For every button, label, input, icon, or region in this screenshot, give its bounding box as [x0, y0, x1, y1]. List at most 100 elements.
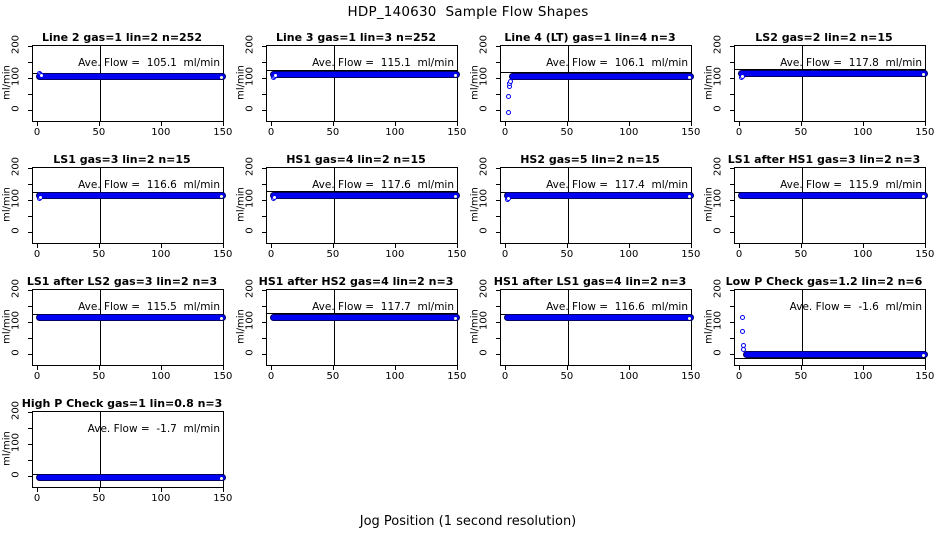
x-tick	[394, 244, 396, 248]
y-tick	[262, 200, 266, 201]
x-tick-label: 150	[213, 127, 233, 138]
x-tick	[160, 488, 162, 492]
y-tick-label: 0	[244, 227, 256, 234]
x-tick	[98, 366, 100, 370]
y-tick-label: 200	[10, 400, 22, 421]
y-tick-label: 100	[712, 66, 724, 87]
y-tick	[28, 200, 32, 201]
x-tick-label: 50	[794, 127, 808, 138]
y-tick	[496, 232, 500, 234]
x-tick	[98, 488, 100, 492]
vertical-reference-line	[801, 290, 803, 365]
band-end-point	[454, 194, 457, 198]
band-end-point	[922, 195, 925, 199]
data-point-band	[504, 192, 694, 200]
x-tick	[739, 122, 740, 126]
band-end-point	[220, 76, 223, 80]
y-tick-label: 200	[478, 156, 490, 177]
y-tick-label: 100	[10, 66, 22, 87]
data-point	[508, 78, 514, 84]
average-flow-annotation: Ave. Flow = 105.1 ml/min	[78, 57, 220, 69]
data-point-band	[738, 192, 928, 200]
average-flow-annotation: Ave. Flow = -1.6 ml/min	[789, 301, 922, 313]
x-tick-label: 100	[619, 371, 639, 382]
y-tick-label: 200	[712, 156, 724, 177]
average-flow-annotation: Ave. Flow = 117.6 ml/min	[312, 179, 454, 191]
y-tick	[28, 412, 32, 413]
vertical-reference-line	[801, 46, 803, 121]
data-point-band	[36, 474, 226, 482]
y-tick-label: 0	[10, 105, 22, 112]
y-tick	[262, 110, 266, 112]
x-tick	[505, 122, 506, 126]
x-tick	[628, 244, 630, 248]
y-tick-label: 0	[478, 349, 490, 356]
y-tick-label: 0	[712, 349, 724, 356]
x-tick	[924, 122, 926, 126]
subplot: Line 2 gas=1 lin=2 n=252 ml/min Ave. Flo…	[0, 25, 234, 147]
band-end-point	[921, 353, 925, 357]
x-tick-label: 150	[447, 371, 467, 382]
x-tick-label: 0	[501, 127, 509, 138]
band-end-point	[688, 317, 691, 321]
y-tick-label: 0	[712, 227, 724, 234]
subplot-title: LS1 after LS2 gas=3 lin=2 n=3	[26, 275, 218, 288]
average-flow-annotation: Ave. Flow = 116.6 ml/min	[78, 179, 220, 191]
vertical-reference-line	[333, 46, 335, 121]
x-tick-label: 0	[33, 127, 41, 138]
data-point	[739, 73, 745, 79]
x-tick-label: 50	[794, 249, 808, 260]
band-end-point	[687, 76, 691, 79]
average-flow-annotation: Ave. Flow = 116.6 ml/min	[546, 301, 688, 313]
y-tick	[262, 290, 266, 291]
y-tick-label: 0	[478, 227, 490, 234]
y-tick-label: 100	[244, 310, 256, 331]
x-tick	[37, 366, 38, 370]
vertical-reference-line	[567, 46, 569, 121]
x-tick	[456, 244, 458, 248]
average-flow-annotation: Ave. Flow = 115.1 ml/min	[312, 57, 454, 69]
data-point-band	[36, 73, 226, 81]
y-tick	[730, 322, 734, 323]
y-tick-label: 0	[478, 105, 490, 112]
figure-title: HDP_140630 Sample Flow Shapes	[347, 4, 589, 20]
y-tick	[28, 184, 32, 185]
y-tick-label: 200	[244, 34, 256, 55]
x-tick	[924, 244, 926, 248]
y-tick	[28, 290, 32, 291]
x-axis-label: Jog Position (1 second resolution)	[359, 514, 577, 529]
y-tick-label: 100	[10, 188, 22, 209]
subplot-title: LS1 gas=3 lin=2 n=15	[53, 153, 191, 166]
subplot: Line 3 gas=1 lin=3 n=252 ml/min Ave. Flo…	[234, 25, 468, 147]
x-tick-label: 150	[915, 127, 935, 138]
y-tick	[496, 322, 500, 323]
x-tick-label: 0	[735, 127, 743, 138]
plot-box: Ave. Flow = 106.1 ml/min	[500, 45, 694, 122]
vertical-reference-line	[333, 168, 335, 243]
subplot-title: Line 4 (LT) gas=1 lin=4 n=3	[504, 31, 676, 44]
vertical-reference-line	[99, 290, 101, 365]
subplot: HS1 after HS2 gas=4 lin=2 n=3 ml/min Ave…	[234, 269, 468, 391]
x-tick	[690, 122, 692, 126]
x-tick-label: 150	[681, 371, 701, 382]
x-tick-label: 0	[735, 371, 743, 382]
x-tick	[862, 366, 864, 370]
x-tick-label: 50	[560, 371, 574, 382]
y-tick	[262, 354, 266, 356]
x-tick	[628, 366, 630, 370]
y-tick-label: 200	[244, 278, 256, 299]
data-point	[739, 314, 745, 320]
y-tick	[262, 78, 266, 79]
x-tick	[37, 488, 38, 492]
x-tick	[456, 122, 458, 126]
x-tick-label: 150	[915, 249, 935, 260]
y-tick-label: 200	[10, 34, 22, 55]
y-tick	[28, 94, 32, 96]
y-tick	[496, 290, 500, 291]
y-tick	[28, 322, 32, 323]
subplot-title: HS1 after LS1 gas=4 lin=2 n=3	[493, 275, 687, 288]
data-point-band	[738, 69, 928, 77]
x-tick	[222, 366, 224, 370]
x-tick-label: 50	[326, 127, 340, 138]
y-tick-label: 100	[478, 66, 490, 87]
